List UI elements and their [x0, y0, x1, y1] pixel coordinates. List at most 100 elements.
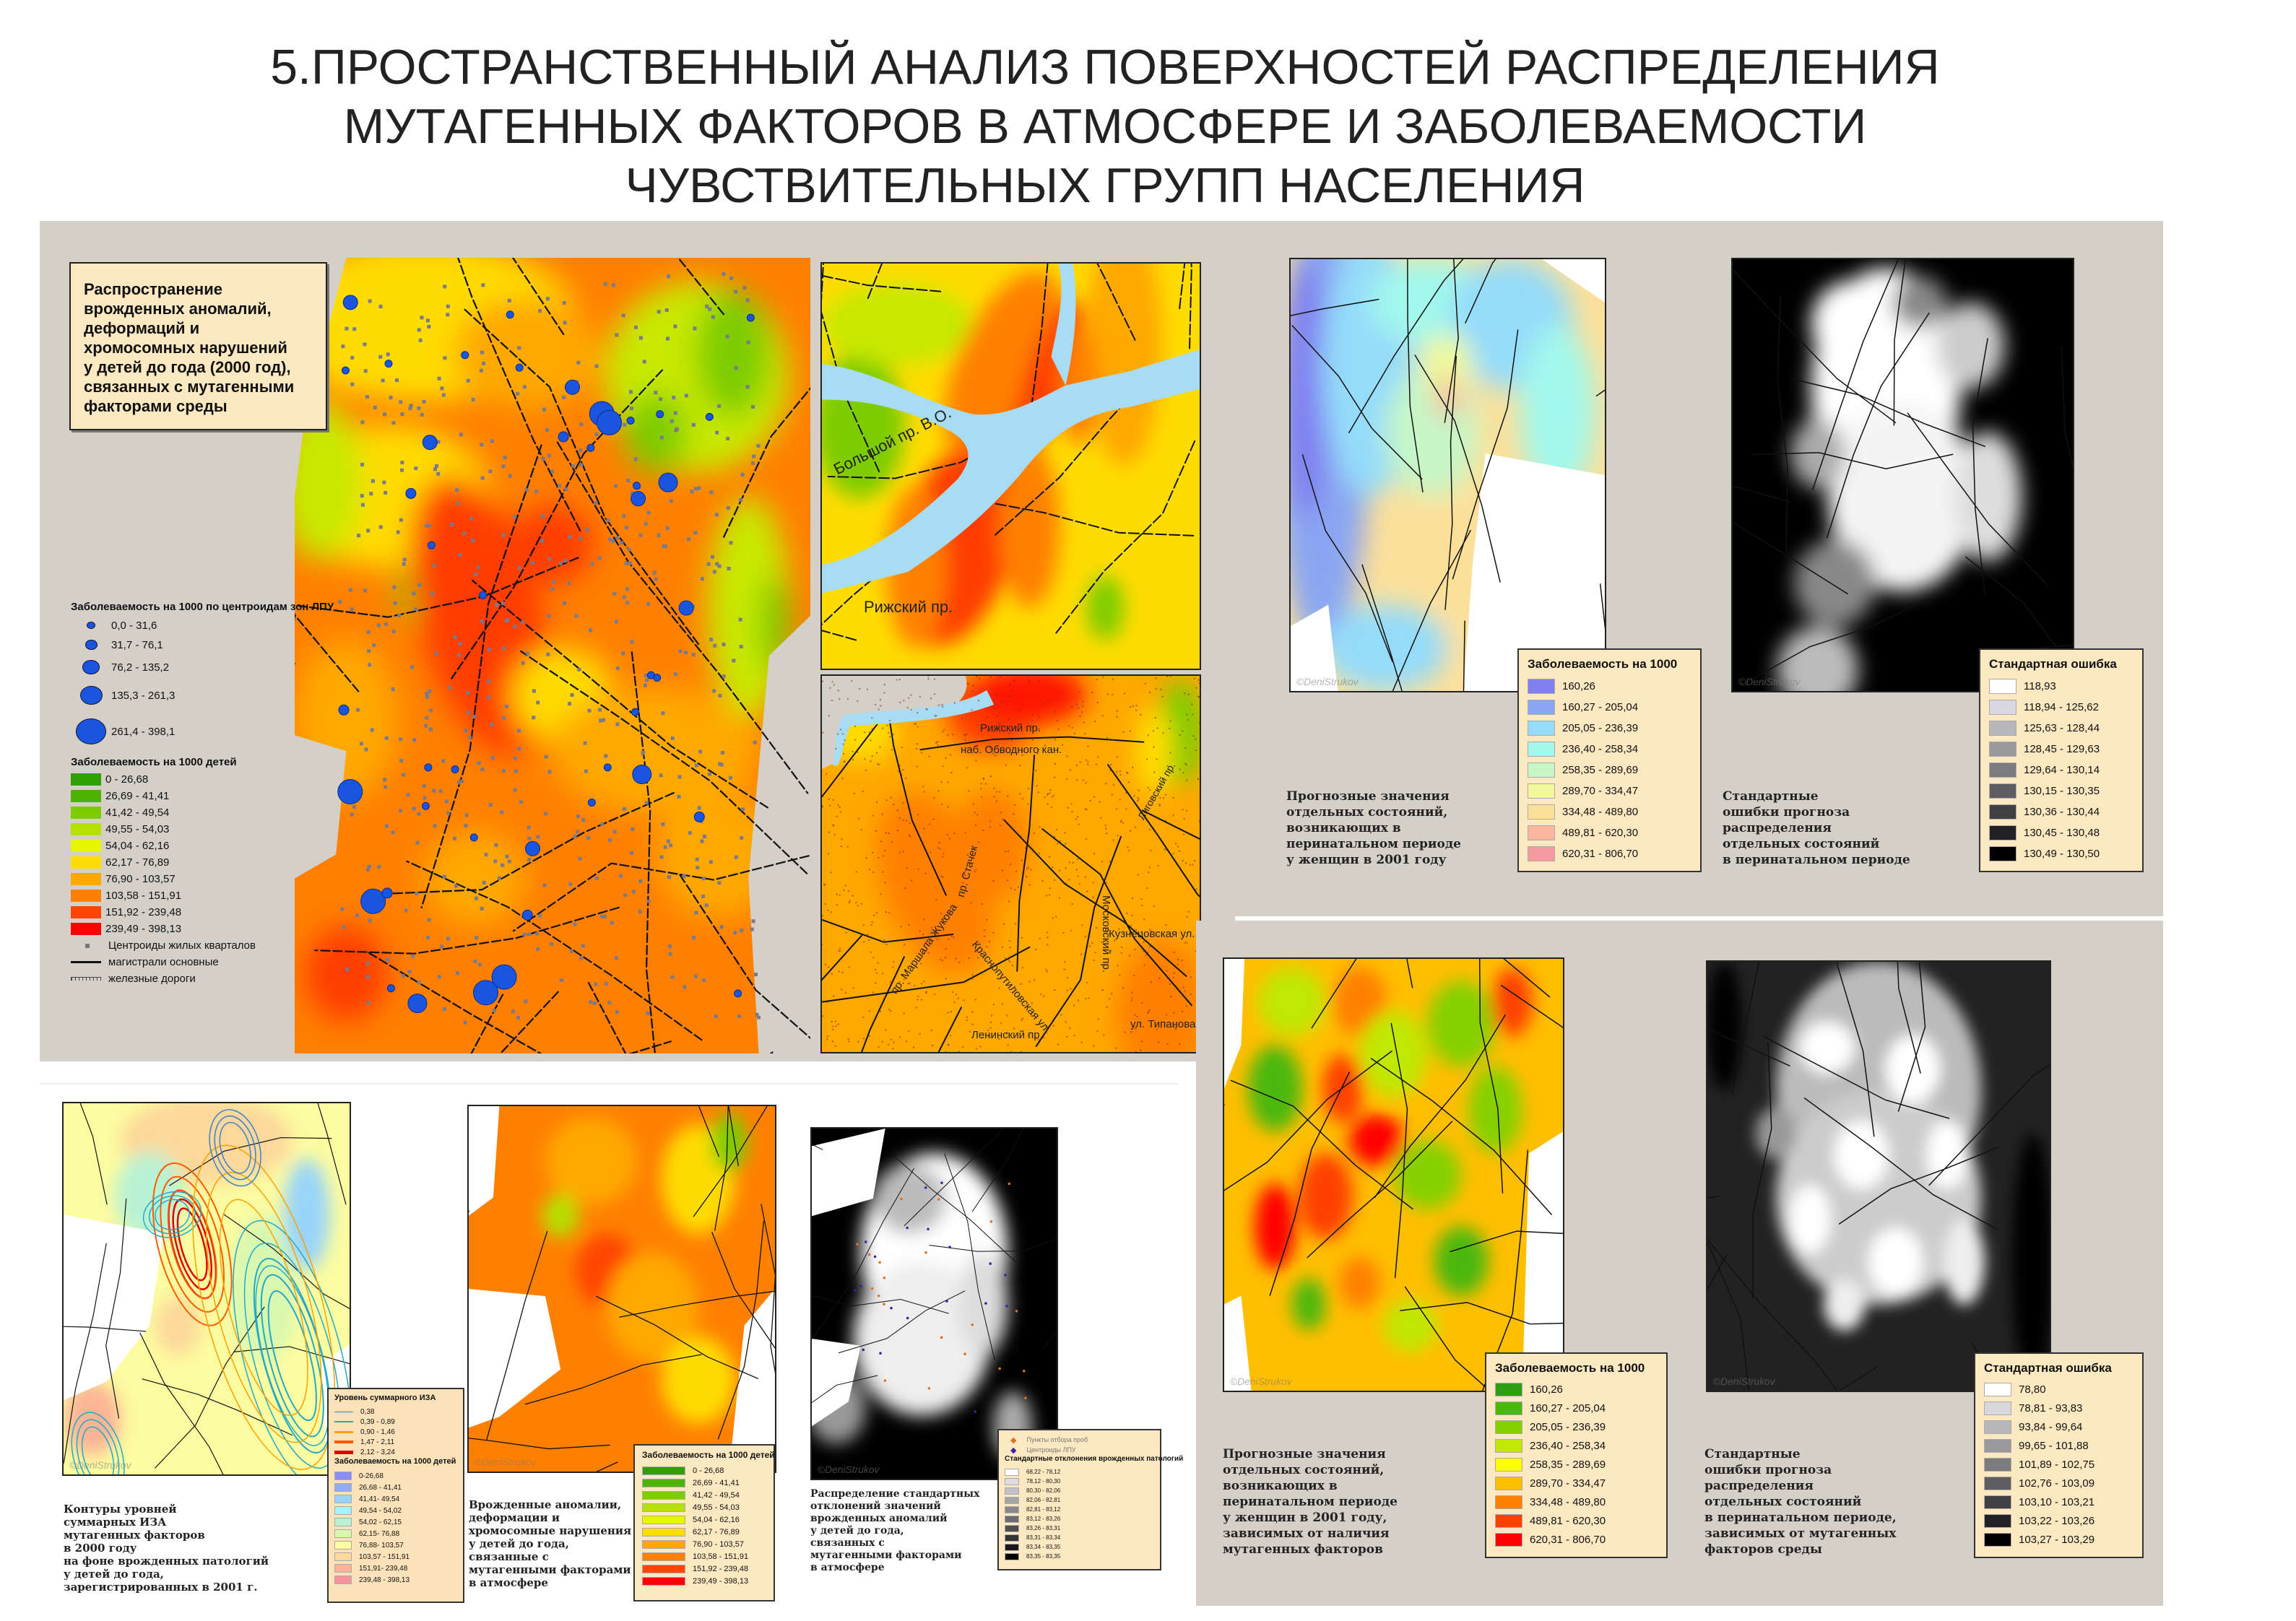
centroid-marker [501, 863, 505, 867]
building-dot [1155, 687, 1157, 690]
building-dot [908, 834, 911, 836]
building-dot [866, 688, 869, 690]
building-dot [1085, 782, 1087, 784]
building-dot [844, 885, 846, 887]
sample-point [856, 1243, 859, 1246]
clinic-zone-circle [746, 313, 755, 322]
centroid-marker [502, 533, 506, 537]
building-dot [915, 1007, 917, 1009]
building-dot [841, 777, 844, 780]
deviation-caption: Распределение стандартных отклонений зна… [810, 1488, 980, 1573]
building-dot [927, 676, 930, 677]
watermark: ©DeniStrukov [69, 1459, 132, 1471]
building-dot [987, 1029, 989, 1031]
sample-point [940, 1336, 943, 1339]
anomalies-legend: Заболеваемость на 1000 детей 0 - 26,68 26,… [633, 1444, 775, 1602]
centroid-marker [425, 695, 430, 699]
building-dot [1038, 716, 1040, 718]
surface-zone [1135, 705, 1174, 796]
building-dot [1132, 705, 1134, 708]
centroid-marker [399, 809, 403, 813]
building-dot [831, 699, 833, 702]
legend-label: 258,35 - 289,69 [1562, 764, 1639, 776]
building-dot [921, 752, 923, 754]
building-dot [1030, 869, 1032, 871]
building-dot [1062, 931, 1065, 934]
legend-swatch [1005, 1552, 1019, 1560]
centroid-marker [425, 692, 429, 696]
centroid-marker [752, 454, 756, 459]
building-dot [1169, 752, 1171, 754]
centroid-marker [480, 906, 484, 911]
building-dot [1187, 693, 1190, 695]
legend-item: 68,22 - 78,12 [1005, 1467, 1154, 1477]
building-dot [989, 820, 992, 822]
legend-label: 236,40 - 258,34 [1530, 1439, 1606, 1452]
legend-label: 62,15- 76,88 [359, 1529, 400, 1538]
building-dot [992, 752, 994, 755]
district-boundary [1301, 454, 1393, 662]
building-dot [1135, 704, 1138, 707]
building-dot [1158, 803, 1161, 806]
centroid-marker [513, 788, 517, 792]
centroid-marker [625, 601, 630, 605]
centroid-marker [378, 525, 383, 529]
building-dot [1182, 860, 1184, 862]
legend-item: 83,31 - 83,34 [1005, 1533, 1154, 1542]
centroid-marker [466, 378, 470, 383]
surface-zone [1936, 302, 2005, 389]
centroid-marker [373, 405, 377, 409]
district-boundary [1035, 835, 1122, 1048]
building-dot [1110, 763, 1112, 766]
centroid-marker [425, 318, 430, 323]
centroid-marker [371, 479, 375, 483]
district-boundary [1141, 809, 1200, 840]
centroid-marker [366, 529, 371, 533]
building-dot [1094, 952, 1096, 954]
centroid-marker [581, 944, 585, 948]
centroid-marker [505, 854, 509, 859]
centroid-marker [531, 561, 535, 565]
building-dot [966, 767, 969, 769]
clinic-zone-circle [524, 840, 540, 856]
building-dot [1052, 1017, 1055, 1020]
centroid-marker [644, 801, 649, 805]
centroid-marker [436, 440, 441, 444]
legend-swatch [1984, 1457, 2011, 1472]
legend-swatch [334, 1576, 352, 1584]
building-dot [1027, 1034, 1030, 1037]
centroid-marker [425, 935, 430, 939]
building-dot [1021, 859, 1023, 861]
legend-item: 103,22 - 103,26 [1984, 1511, 2133, 1530]
legend-label: 0 - 26,68 [693, 1466, 724, 1475]
centroid-marker [415, 840, 420, 845]
centroid-marker [590, 562, 594, 566]
building-dot [867, 933, 869, 936]
district-boundary [822, 264, 880, 473]
centroid-marker [742, 285, 747, 290]
legend-title: Заболеваемость на 1000 детей [642, 1450, 775, 1460]
district-boundary [1311, 959, 1357, 1029]
legend-label: 0-26,68 [359, 1472, 384, 1480]
building-dot [1115, 808, 1118, 810]
building-dot [1154, 831, 1157, 833]
surface-zone [999, 446, 1060, 608]
centroid-marker [338, 600, 342, 604]
legend-label: Пункты отбора проб [1026, 1436, 1088, 1443]
building-dot [1065, 843, 1067, 845]
building-dot [1165, 924, 1167, 926]
building-dot [1052, 794, 1055, 797]
building-dot [888, 1043, 890, 1046]
building-dot [1182, 833, 1185, 835]
clinic-zone-circle [405, 487, 417, 499]
centroid-marker [365, 867, 370, 872]
iza-contour-line [160, 1175, 225, 1313]
centroid-marker [488, 803, 493, 807]
watermark: ©DeniStrukov [1738, 676, 1801, 687]
building-dot [1117, 834, 1119, 837]
building-dot [958, 1051, 961, 1052]
building-dot [1116, 756, 1119, 758]
street-label: наб. Обводного кан. [961, 744, 1062, 756]
building-dot [900, 926, 902, 928]
building-dot [1048, 894, 1051, 896]
